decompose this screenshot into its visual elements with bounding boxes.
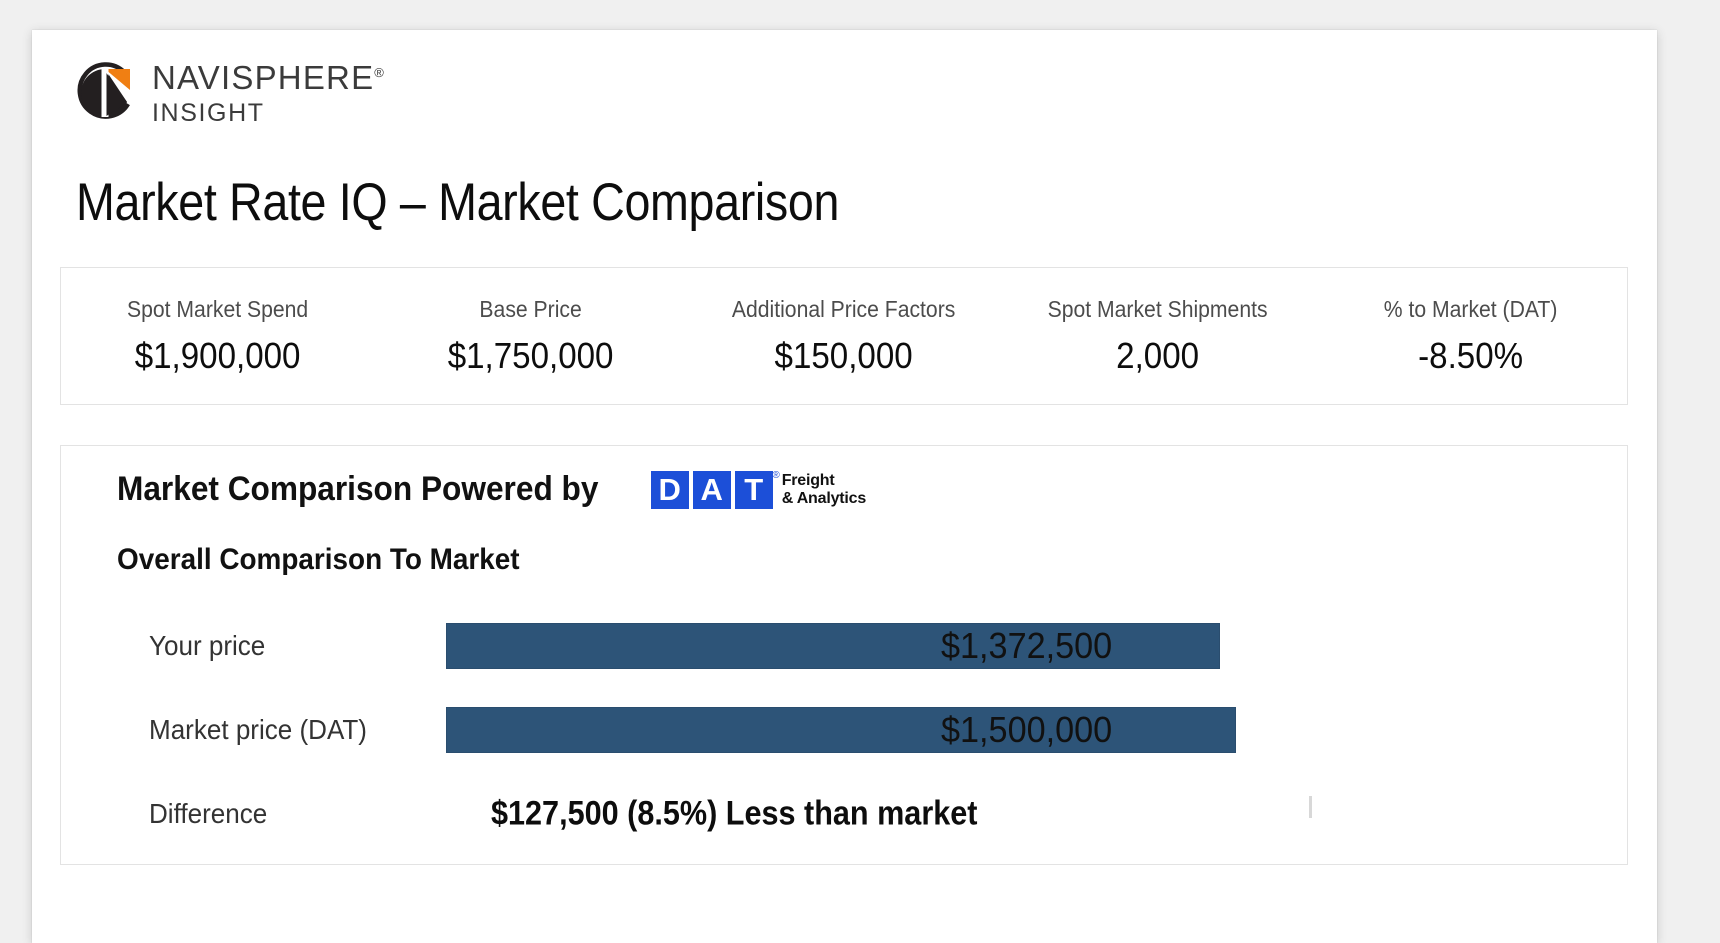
bar-track xyxy=(446,707,1236,753)
comparison-heading: Market Comparison Powered by D A T ® Fre… xyxy=(117,470,866,509)
navisphere-circle-mark-icon xyxy=(72,60,138,126)
kpi-value: 2,000 xyxy=(1115,334,1199,376)
brand-name-top: NAVISPHERE xyxy=(152,58,375,96)
comparison-subheading: Overall Comparison To Market xyxy=(117,543,520,576)
dat-registered-mark: ® xyxy=(772,469,780,481)
report-page-card: NAVISPHERE® INSIGHT Market Rate IQ – Mar… xyxy=(32,30,1657,943)
page-title: Market Rate IQ – Market Comparison xyxy=(76,173,840,232)
comparison-heading-text: Market Comparison Powered by xyxy=(117,470,599,508)
kpi-label: Base Price xyxy=(479,295,582,322)
dat-logo: D A T ® Freight & Analytics xyxy=(650,470,867,509)
bar-row-label: Market price (DAT) xyxy=(149,714,367,745)
brand-wordmark: NAVISPHERE® INSIGHT xyxy=(152,61,384,126)
comparison-bar-chart: Your price $1,372,500 Market price (DAT)… xyxy=(61,604,1627,856)
difference-row: Difference $127,500 (8.5%) Less than mar… xyxy=(61,772,1627,856)
kpi-label: % to Market (DAT) xyxy=(1383,295,1558,322)
bar-value: $1,500,000 xyxy=(941,709,1113,750)
brand-logo: NAVISPHERE® INSIGHT xyxy=(72,60,384,126)
kpi-label: Spot Market Shipments xyxy=(1047,295,1268,322)
difference-value: $127,500 (8.5%) Less than market xyxy=(491,794,978,833)
brand-registered-mark: ® xyxy=(374,64,384,80)
kpi-additional-price-factors: Additional Price Factors $150,000 xyxy=(687,296,1000,377)
kpi-label: Additional Price Factors xyxy=(732,295,956,322)
bar-track xyxy=(446,623,1236,669)
kpi-percent-to-market-dat: % to Market (DAT) -8.50% xyxy=(1314,296,1627,377)
bar-fill-your-price xyxy=(446,623,1221,669)
brand-name-bottom: INSIGHT xyxy=(152,98,265,127)
dat-tagline: Freight & Analytics xyxy=(781,472,867,507)
kpi-value: -8.50% xyxy=(1417,334,1523,376)
bar-row-market-price: Market price (DAT) $1,500,000 xyxy=(61,688,1627,772)
kpi-value: $1,900,000 xyxy=(134,334,301,376)
dat-letter-t: T xyxy=(734,470,773,509)
kpi-label: Spot Market Spend xyxy=(127,295,309,322)
dat-tagline-line1: Freight xyxy=(781,472,835,490)
bar-fill-market-price xyxy=(446,707,1236,753)
dat-letter-d: D xyxy=(650,470,689,509)
bar-row-label: Your price xyxy=(149,630,266,661)
dat-logo-squares: D A T ® xyxy=(650,470,780,509)
text-cursor-artifact xyxy=(1309,796,1312,818)
kpi-spot-market-spend: Spot Market Spend $1,900,000 xyxy=(61,296,374,377)
dat-tagline-line2: & Analytics xyxy=(781,489,867,507)
kpi-spot-market-shipments: Spot Market Shipments 2,000 xyxy=(1001,296,1314,377)
kpi-value: $1,750,000 xyxy=(447,334,614,376)
market-comparison-card: Market Comparison Powered by D A T ® Fre… xyxy=(60,445,1628,865)
kpi-value: $150,000 xyxy=(774,334,914,376)
kpi-base-price: Base Price $1,750,000 xyxy=(374,296,687,377)
difference-label: Difference xyxy=(149,798,268,829)
kpi-summary-bar: Spot Market Spend $1,900,000 Base Price … xyxy=(60,267,1628,405)
dat-letter-a: A xyxy=(692,470,731,509)
bar-value: $1,372,500 xyxy=(941,625,1113,666)
bar-row-your-price: Your price $1,372,500 xyxy=(61,604,1627,688)
